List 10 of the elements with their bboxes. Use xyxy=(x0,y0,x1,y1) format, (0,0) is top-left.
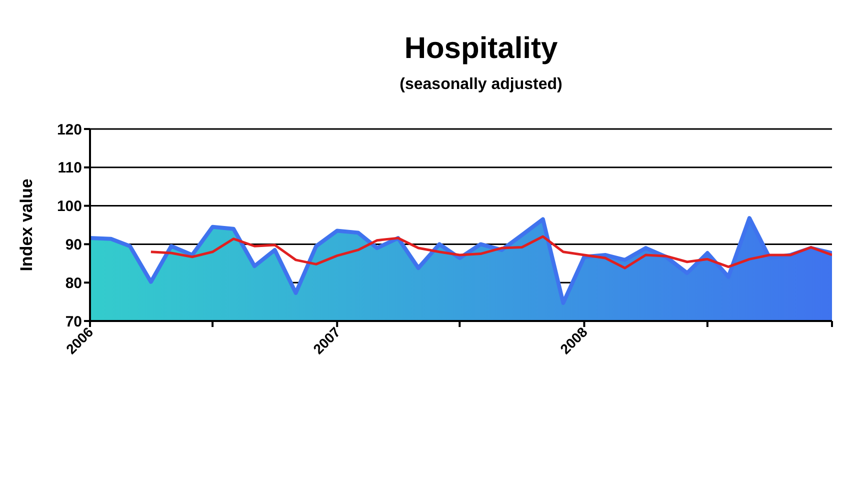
y-tick-label: 80 xyxy=(65,274,82,292)
y-axis-title: Index value xyxy=(17,178,36,272)
line-series xyxy=(150,235,832,270)
y-tick-label: 110 xyxy=(58,160,82,177)
chart-subtitle: (seasonally adjusted) xyxy=(398,76,564,94)
y-tick-label: 90 xyxy=(65,236,82,254)
chart-title: Hospitality xyxy=(403,32,559,66)
y-tick-label: 100 xyxy=(56,198,82,216)
y-tick-label: 120 xyxy=(56,121,82,138)
y-tick-label: 70 xyxy=(65,313,82,330)
